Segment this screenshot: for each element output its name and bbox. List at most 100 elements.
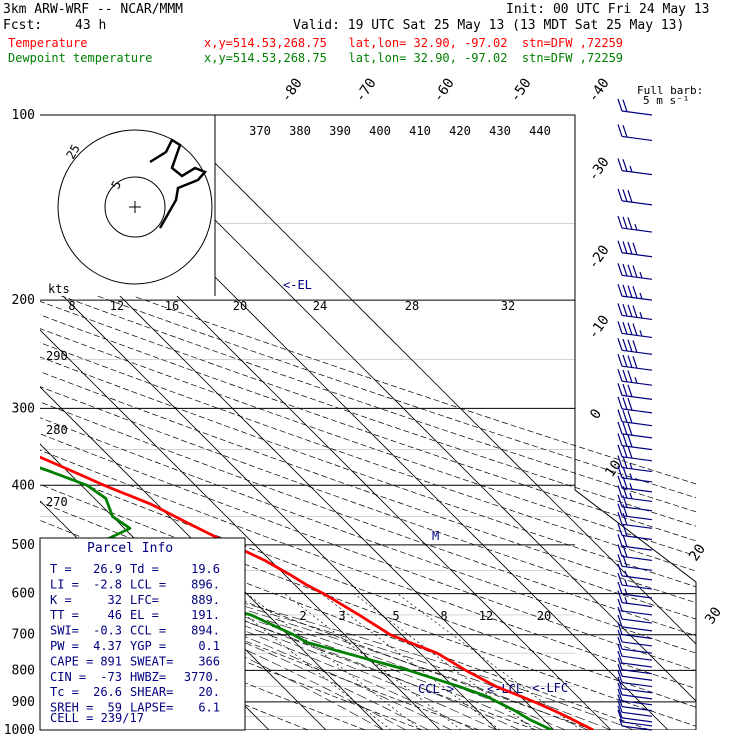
parcel-key: YGP =	[130, 639, 166, 653]
wind-barb-half-flag	[629, 473, 633, 480]
wind-barb	[617, 338, 653, 355]
mixing-ratio-label: 5	[392, 609, 399, 623]
wind-barb-staff	[621, 618, 653, 624]
wind-barb	[617, 606, 653, 624]
wind-barb-flag	[627, 434, 633, 448]
valid-time: Valid: 19 UTC Sat 25 May 13 (13 MDT Sat …	[293, 18, 685, 33]
barb-legend-title: Full barb:	[637, 84, 703, 97]
wind-barb-staff	[621, 681, 653, 688]
parcel-key: PW =	[50, 639, 79, 653]
wind-barb-flag	[617, 124, 623, 137]
wind-barb-flag	[617, 396, 623, 410]
wind-barb	[617, 433, 653, 451]
isotherm-right-label: 30	[702, 604, 725, 627]
wind-barb	[617, 263, 653, 280]
wind-barb-flag	[617, 512, 623, 525]
wind-barb-half-flag	[639, 292, 643, 300]
parcel-key: SWEAT=	[130, 654, 173, 668]
wind-barb	[617, 709, 653, 727]
pressure-label: 400	[12, 478, 35, 493]
wind-barb	[617, 215, 653, 233]
theta-e-label: 410	[409, 124, 431, 138]
wind-barb-flag	[617, 263, 623, 276]
wind-barb-flag	[622, 422, 628, 435]
wind-barb-flag	[622, 321, 628, 335]
parcel-value: 366	[198, 654, 220, 668]
wind-barb-flag	[622, 303, 628, 317]
wind-barb-flag	[617, 676, 623, 689]
wind-barb-flag	[617, 544, 623, 557]
wind-barb-flag	[622, 485, 628, 499]
hodograph-units-label: kts	[48, 282, 70, 296]
isotherm-top-label: -60	[430, 75, 458, 105]
wind-barb	[617, 98, 653, 116]
wind-barb-flag	[622, 534, 628, 548]
parcel-value: 894.	[191, 624, 220, 638]
parcel-value: 0.1	[198, 639, 220, 653]
isotherm-line	[166, 115, 696, 645]
wind-barb-flag	[617, 321, 623, 334]
dry-adiabat	[40, 274, 696, 499]
speed-tick-label: 8	[68, 299, 75, 313]
wind-barb-flag	[617, 465, 623, 479]
wind-barb-staff	[621, 626, 653, 632]
dewpoint-station-info: x,y=514.53,268.75 lat,lon= 32.90, -97.02…	[204, 51, 624, 65]
wind-barb-flag	[622, 466, 628, 479]
pressure-label: 900	[12, 695, 35, 710]
theta-e-label: 390	[329, 124, 351, 138]
wind-barb-flag	[617, 694, 623, 707]
wind-barb	[617, 158, 653, 176]
pressure-label: 100	[12, 108, 35, 123]
wind-barb-flag	[632, 286, 638, 299]
wind-barb-flag	[627, 370, 633, 383]
wind-barb-flag	[617, 650, 623, 664]
wind-barb-flag	[622, 124, 628, 138]
wind-barb-flag	[617, 629, 623, 643]
moist-adiabat	[40, 549, 589, 730]
parcel-info-box	[39, 537, 246, 731]
hodograph-ring-label: 25	[63, 142, 82, 162]
wind-barb-flag	[617, 622, 623, 635]
parcel-value: 889.	[191, 593, 220, 607]
wind-barb	[617, 614, 653, 632]
wind-barb	[617, 188, 653, 206]
dry-adiabat-label: 280	[46, 423, 68, 437]
parcel-value: 19.6	[191, 562, 220, 576]
parcel-key: LCL =	[130, 577, 166, 591]
speed-tick-label: 28	[405, 299, 419, 313]
wind-barb	[617, 650, 653, 668]
wind-barb-flag	[622, 383, 628, 397]
wind-barb-flag	[617, 688, 623, 702]
dry-adiabat	[40, 342, 696, 572]
pressure-label: 600	[12, 587, 35, 602]
wind-barb-half-flag	[624, 588, 628, 595]
wind-barb-staff	[621, 694, 653, 700]
wind-barb-flag	[617, 636, 623, 650]
parcel-value: -2.8	[93, 577, 122, 591]
mixing-ratio-line	[320, 593, 501, 730]
wind-barb	[617, 396, 653, 414]
wind-barb-flag	[617, 475, 623, 489]
parcel-key: Tc =	[50, 685, 79, 699]
wind-barb-flag	[617, 485, 623, 498]
wind-barb	[617, 657, 653, 675]
barb-legend-value: 5 m s⁻¹	[643, 94, 689, 107]
parcel-key: EL =	[130, 608, 159, 622]
wind-barb-flag	[622, 354, 628, 368]
wind-barb-flag	[617, 383, 623, 396]
parcel-key: T =	[50, 562, 72, 576]
wind-barb-flag	[627, 410, 633, 424]
wind-barb-flag	[617, 581, 623, 595]
wind-barb-flag	[622, 99, 628, 112]
wind-barb-flag	[617, 409, 623, 422]
wind-barb	[617, 421, 653, 439]
wind-barb	[617, 622, 653, 640]
parcel-key: LAPSE=	[130, 701, 173, 715]
theta-e-label: 400	[369, 124, 391, 138]
isotherm-top-label: -70	[352, 75, 380, 105]
parcel-value: 32	[108, 593, 122, 607]
mixing-ratio-line	[246, 593, 422, 730]
wind-barb	[617, 354, 653, 371]
wind-barb	[617, 512, 653, 529]
wind-barb-staff	[621, 717, 653, 723]
